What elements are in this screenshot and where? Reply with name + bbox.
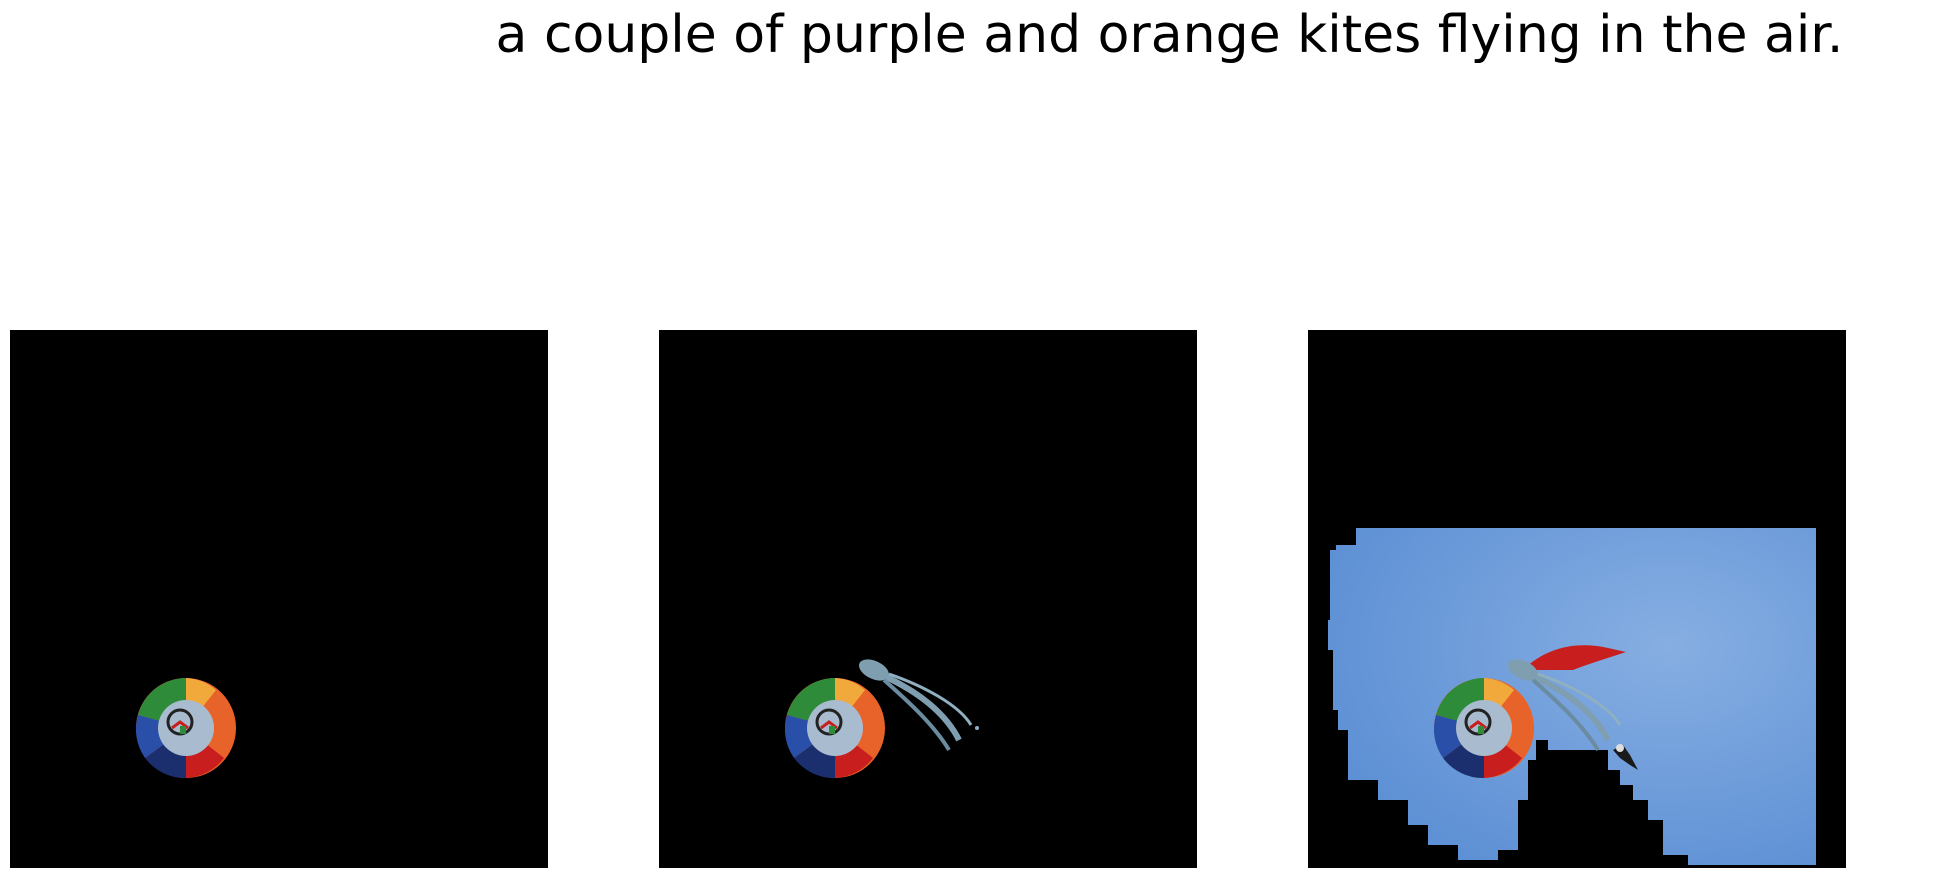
squid-kite: [1508, 645, 1626, 752]
round-kite: [135, 678, 236, 779]
bird: [1613, 744, 1638, 770]
mask-panel-2: [659, 330, 1197, 868]
round-kite: [784, 678, 885, 779]
round-kite: [1433, 678, 1534, 779]
squid-kite: [859, 659, 979, 752]
mask-panel-2-image: [659, 330, 1197, 868]
mask-panel-3-image: [1308, 330, 1846, 868]
mask-panel-1-image: [10, 330, 548, 868]
caption-title: a couple of purple and orange kites flyi…: [495, 5, 1844, 65]
mask-panel-1: [10, 330, 548, 868]
mask-panel-3: [1308, 330, 1846, 868]
